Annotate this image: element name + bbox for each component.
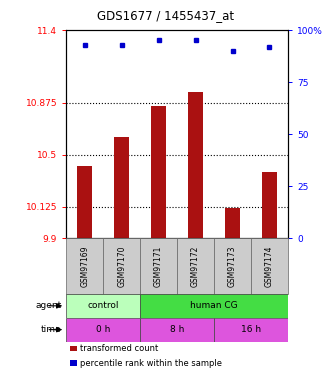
Text: 8 h: 8 h [170, 325, 184, 334]
Bar [66, 318, 140, 342]
Text: GSM97172: GSM97172 [191, 245, 200, 287]
Text: GSM97170: GSM97170 [117, 245, 126, 287]
Text: GSM97169: GSM97169 [80, 245, 89, 287]
Legend: percentile rank within the sample: percentile rank within the sample [71, 359, 222, 368]
Bar [103, 238, 140, 294]
Bar [251, 238, 288, 294]
Bar [114, 137, 129, 238]
Bar [214, 238, 251, 294]
Bar [140, 318, 214, 342]
Bar [77, 166, 92, 238]
Text: human CG: human CG [190, 302, 238, 310]
Text: agent: agent [35, 302, 62, 310]
Bar [140, 294, 288, 318]
Legend: transformed count: transformed count [71, 345, 159, 354]
Text: GSM97173: GSM97173 [228, 245, 237, 287]
Bar [177, 238, 214, 294]
Bar [151, 106, 166, 238]
Bar [262, 171, 277, 238]
Text: time: time [41, 325, 62, 334]
Text: GDS1677 / 1455437_at: GDS1677 / 1455437_at [97, 9, 234, 22]
Bar [66, 238, 103, 294]
Bar [188, 93, 203, 238]
Text: GSM97171: GSM97171 [154, 245, 163, 287]
Bar [225, 208, 240, 238]
Text: 16 h: 16 h [241, 325, 261, 334]
Bar [214, 318, 288, 342]
Text: GSM97174: GSM97174 [265, 245, 274, 287]
Text: 0 h: 0 h [96, 325, 110, 334]
Bar [140, 238, 177, 294]
Bar [66, 294, 140, 318]
Text: control: control [87, 302, 119, 310]
